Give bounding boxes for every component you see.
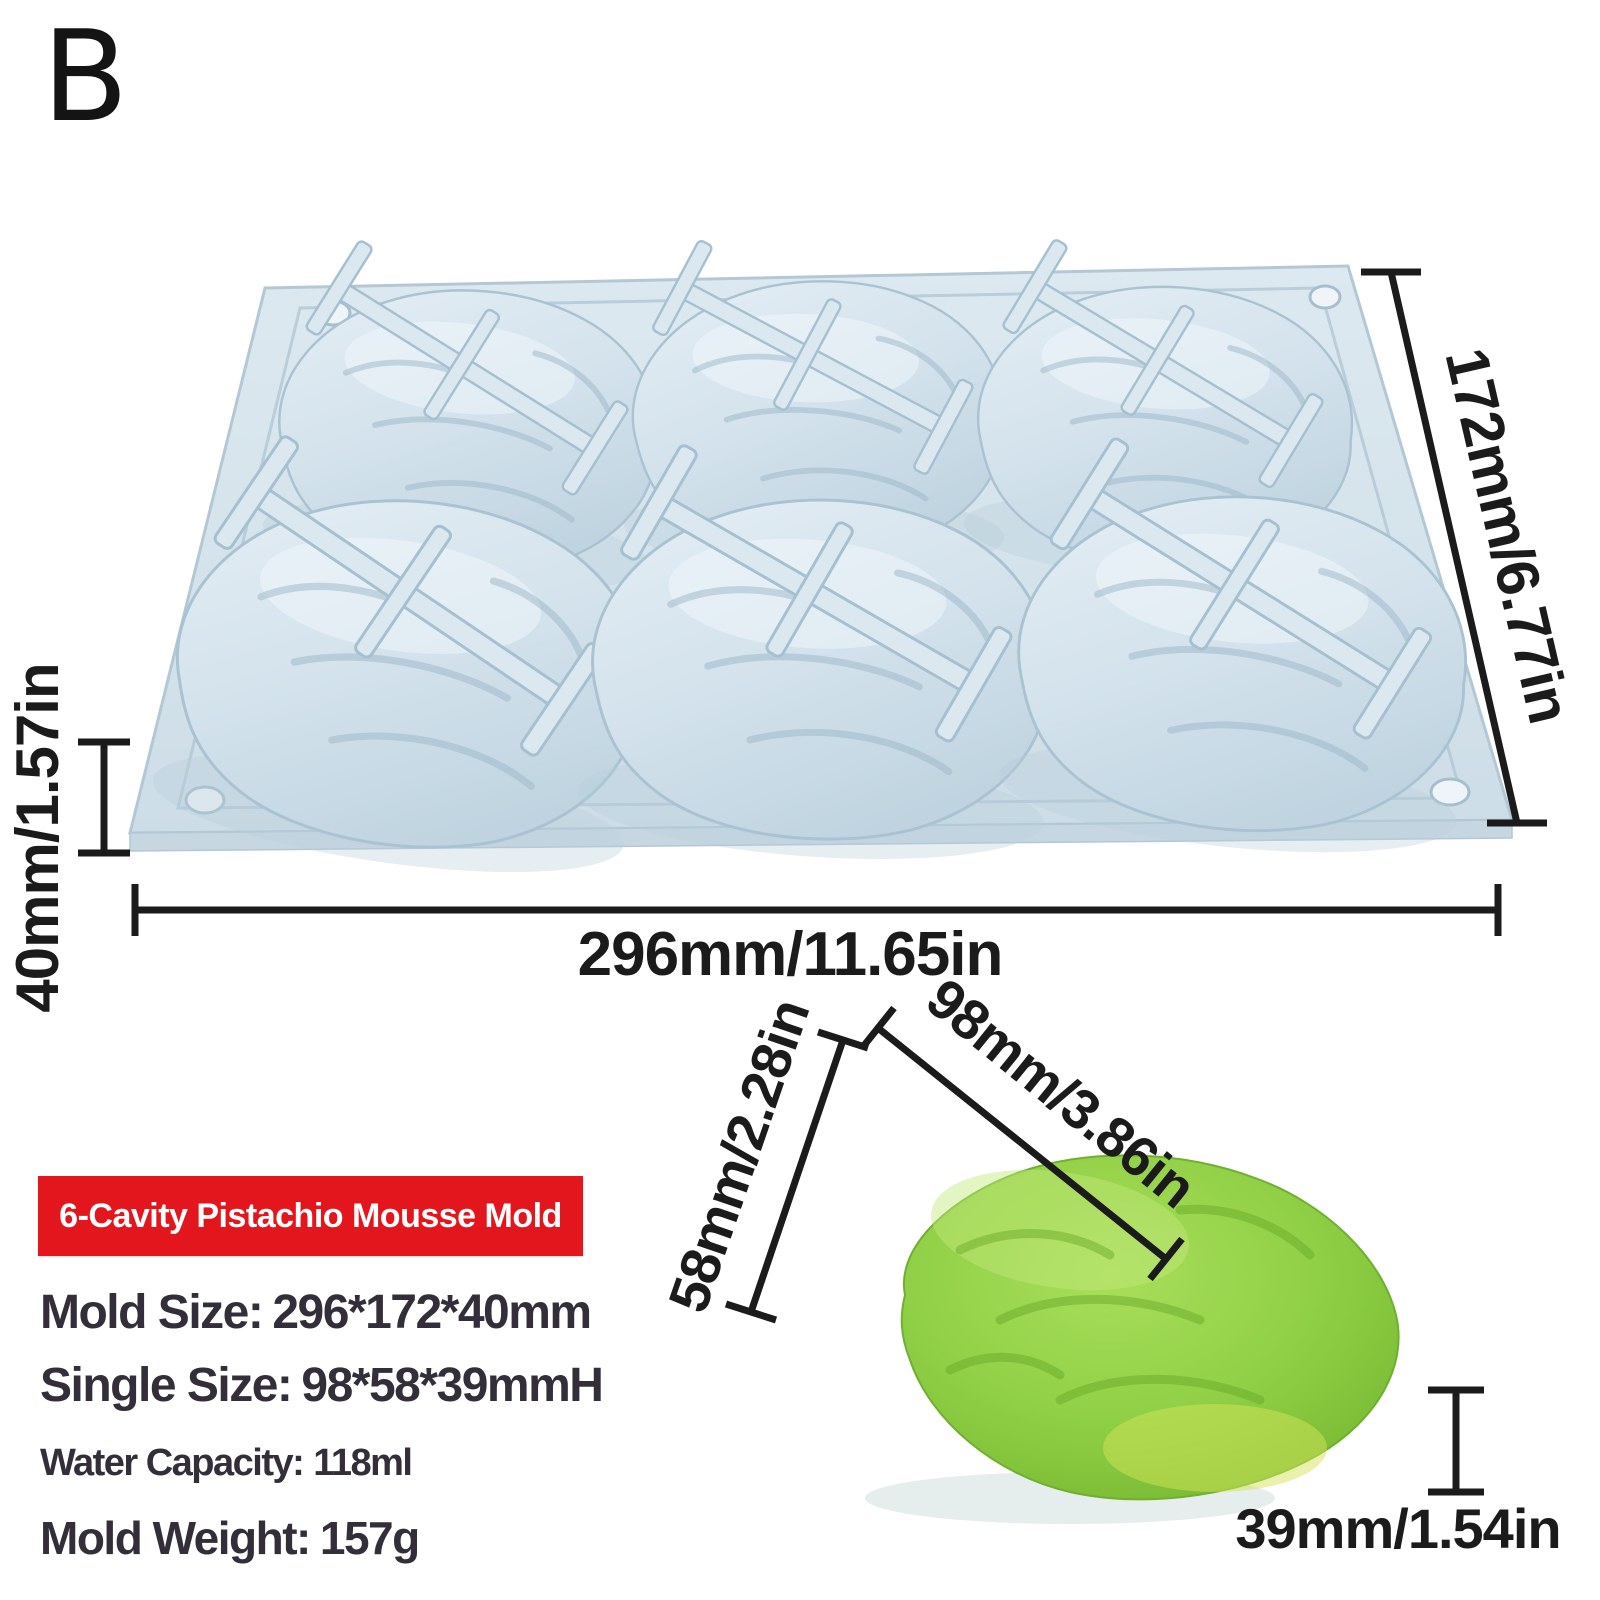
spec-mold-size-label: Mold Size: xyxy=(40,1286,264,1339)
mold-height-label: 40mm/1.57in xyxy=(4,663,71,1012)
spec-single-size: Single Size: 98*58*39mmH xyxy=(40,1358,604,1413)
spec-mold-weight: Mold Weight: 157g xyxy=(40,1512,420,1565)
mold-tray xyxy=(128,224,1515,895)
pistachio-cake xyxy=(865,1154,1400,1524)
banner-title: 6-Cavity Pistachio Mousse Mold xyxy=(59,1196,562,1235)
mold-cavity-bumps xyxy=(146,224,1494,895)
mold-width-dimension: 296mm/11.65in xyxy=(131,884,1502,989)
cavity-height-dimension: 39mm/1.54in xyxy=(1235,1386,1562,1560)
spec-mold-weight-value: 157g xyxy=(319,1512,420,1564)
mold-height-dimension: 40mm/1.57in xyxy=(4,663,130,1013)
cavity-height-label: 39mm/1.54in xyxy=(1235,1497,1560,1560)
title-banner: 6-Cavity Pistachio Mousse Mold xyxy=(38,1176,583,1256)
spec-water-capacity: Water Capacity: 118ml xyxy=(40,1442,413,1486)
cavity-width-dimension: 58mm/2.28in xyxy=(656,992,870,1324)
spec-mold-size-value: 296*172*40mm xyxy=(272,1286,592,1339)
mold-width-label: 296mm/11.65in xyxy=(578,920,1003,989)
cavity-width-label: 58mm/2.28in xyxy=(656,992,821,1320)
spec-mold-size: Mold Size: 296*172*40mm xyxy=(40,1285,592,1340)
variant-label: B xyxy=(42,3,129,150)
spec-single-size-label: Single Size: xyxy=(40,1359,293,1412)
spec-water-capacity-label: Water Capacity: xyxy=(40,1442,305,1484)
spec-mold-weight-label: Mold Weight: xyxy=(40,1512,311,1564)
spec-water-capacity-value: 118ml xyxy=(313,1442,413,1484)
spec-single-size-value: 98*58*39mmH xyxy=(301,1359,604,1412)
